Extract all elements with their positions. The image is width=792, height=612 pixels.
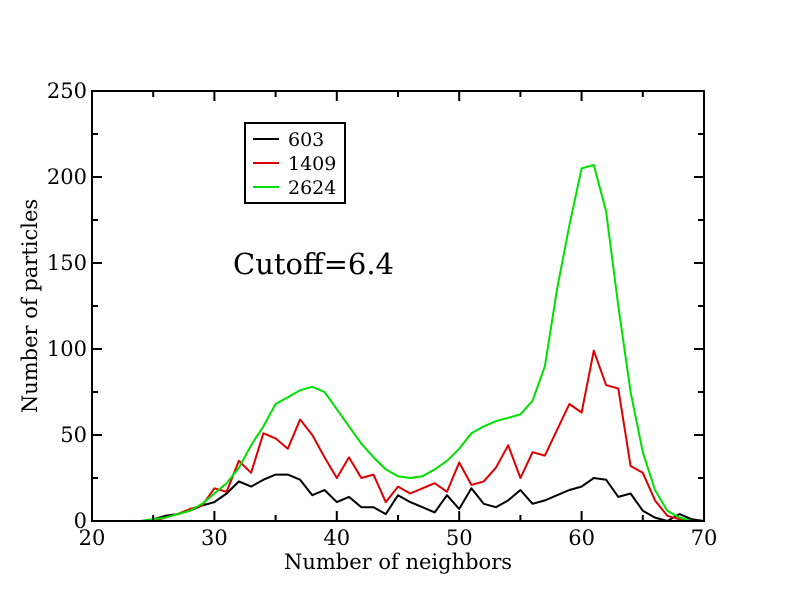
- x-tick-label: 60: [568, 526, 595, 550]
- y-tick-label: 250: [47, 79, 87, 103]
- plot-lines: [128, 164, 705, 522]
- x-tick-label: 40: [323, 526, 350, 550]
- series-line-2624: [128, 164, 704, 522]
- legend-label-1409: 1409: [288, 153, 336, 175]
- y-tick-label: 200: [47, 165, 87, 189]
- y-tick-label: 150: [47, 251, 87, 275]
- x-tick-label: 20: [79, 526, 106, 550]
- plot-frame: [91, 90, 705, 522]
- y-tick-label: 0: [74, 509, 87, 533]
- x-tick-label: 70: [691, 526, 718, 550]
- tick-labels: 20 30 40 50 60 70 0 50 100 150 200 250: [47, 79, 717, 550]
- y-tick-label: 50: [60, 423, 87, 447]
- series-line-1409: [128, 349, 704, 522]
- x-tick-label: 30: [201, 526, 228, 550]
- cutoff-annotation: Cutoff=6.4: [233, 247, 394, 281]
- legend-label-2624: 2624: [288, 177, 336, 199]
- legend-label-603: 603: [288, 129, 324, 151]
- x-axis-label: Number of neighbors: [284, 550, 512, 574]
- series-line-603: [128, 473, 705, 522]
- axis-ticks: [91, 90, 705, 522]
- legend: 603 1409 2624: [244, 122, 346, 204]
- y-tick-label: 100: [47, 337, 87, 361]
- y-axis-label: Number of particles: [18, 199, 42, 413]
- x-tick-label: 50: [446, 526, 473, 550]
